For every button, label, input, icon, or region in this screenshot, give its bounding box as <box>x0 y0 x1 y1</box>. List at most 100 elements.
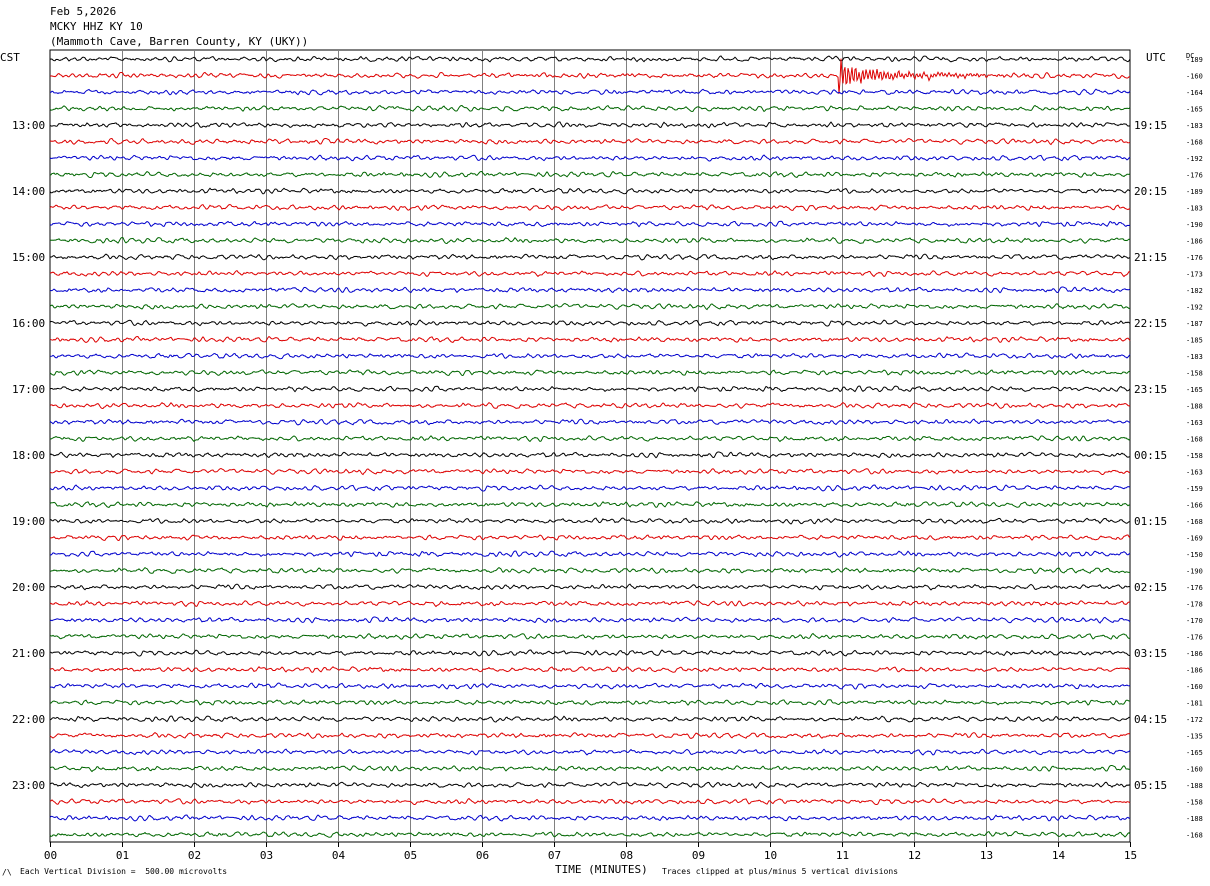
trace-43 <box>49 765 1131 773</box>
x-tick-label: 01 <box>116 849 129 862</box>
dc-offset-value: -165 <box>1186 106 1203 114</box>
trace-41 <box>49 731 1131 740</box>
trace-29 <box>49 534 1131 542</box>
station-location: (Mammoth Cave, Barren County, KY (UKY)) <box>50 35 309 48</box>
seismic-traces <box>49 55 1131 838</box>
trace-6 <box>49 154 1131 162</box>
trace-38 <box>49 682 1131 690</box>
dc-offset-value: -189 <box>1186 188 1203 196</box>
dc-offset-value: -182 <box>1186 287 1203 295</box>
right-hour-label: 00:15 <box>1134 449 1167 462</box>
dc-offset-value: -170 <box>1186 617 1203 625</box>
dc-offset-value: -168 <box>1186 832 1203 840</box>
trace-22 <box>49 418 1131 426</box>
dc-offset-value: -160 <box>1186 73 1203 81</box>
right-timezone-label: UTC <box>1146 51 1166 64</box>
trace-33 <box>49 600 1131 608</box>
dc-offset-value: -165 <box>1186 386 1203 394</box>
trace-17 <box>49 335 1131 344</box>
trace-44 <box>49 781 1131 789</box>
dc-offset-value: -192 <box>1186 304 1203 312</box>
trace-45 <box>49 797 1131 805</box>
dc-offset-value: -172 <box>1186 716 1203 724</box>
right-hour-label: 03:15 <box>1134 647 1167 660</box>
dc-offset-value: -186 <box>1186 238 1203 246</box>
dc-offset-value: -192 <box>1186 155 1203 163</box>
trace-46 <box>49 814 1131 822</box>
dc-offset-value: -186 <box>1186 650 1203 658</box>
left-hour-label: 14:00 <box>12 185 45 198</box>
dc-offset-value: -176 <box>1186 584 1203 592</box>
dc-offset-value: -158 <box>1186 452 1203 460</box>
left-hour-label: 23:00 <box>12 779 45 792</box>
x-tick-label: 09 <box>692 849 705 862</box>
right-hour-label: 23:15 <box>1134 383 1167 396</box>
trace-5 <box>49 137 1131 146</box>
right-hour-label: 04:15 <box>1134 713 1167 726</box>
trace-37 <box>49 666 1131 673</box>
dc-offset-value: -187 <box>1186 320 1203 328</box>
right-hour-label: 21:15 <box>1134 251 1167 264</box>
trace-24 <box>49 451 1130 459</box>
trace-3 <box>49 104 1131 113</box>
dc-offset-value: -176 <box>1186 172 1203 180</box>
dc-offset-value: -190 <box>1186 568 1203 576</box>
left-hour-label: 13:00 <box>12 119 45 132</box>
trace-15 <box>49 302 1131 311</box>
x-tick-label: 06 <box>476 849 489 862</box>
x-tick-label: 11 <box>836 849 849 862</box>
dc-offset-value: -186 <box>1186 667 1203 675</box>
trace-7 <box>49 170 1131 179</box>
clip-note: Traces clipped at plus/minus 5 vertical … <box>662 867 899 876</box>
x-tick-label: 07 <box>548 849 561 862</box>
trace-47 <box>49 830 1131 838</box>
trace-35 <box>49 632 1131 640</box>
left-hour-label: 15:00 <box>12 251 45 264</box>
dc-offset-value: -159 <box>1186 485 1203 493</box>
x-tick-label: 15 <box>1124 849 1137 862</box>
dc-offset-value: -176 <box>1186 634 1203 642</box>
dc-offset-value: -185 <box>1186 337 1203 345</box>
dc-offset-value: -165 <box>1186 749 1203 757</box>
dc-offset-value: -135 <box>1186 733 1203 741</box>
trace-8 <box>49 187 1131 195</box>
trace-25 <box>49 467 1131 476</box>
trace-4 <box>49 121 1131 129</box>
trace-27 <box>49 501 1131 508</box>
trace-12 <box>49 253 1131 261</box>
left-hour-label: 22:00 <box>12 713 45 726</box>
right-hour-label: 22:15 <box>1134 317 1167 330</box>
trace-42 <box>49 748 1131 756</box>
dc-offset-header: DC <box>1186 52 1194 60</box>
dc-offset-value: -183 <box>1186 205 1203 213</box>
trace-0 <box>49 55 1131 63</box>
scale-note: Each Vertical Division = 500.00 microvol… <box>20 867 228 876</box>
trace-32 <box>49 583 1131 591</box>
x-tick-label: 12 <box>908 849 921 862</box>
x-tick-label: 02 <box>188 849 201 862</box>
dc-offset-value: -183 <box>1186 353 1203 361</box>
trace-26 <box>49 484 1131 492</box>
dc-offset-value: -160 <box>1186 766 1203 774</box>
left-timezone-label: CST <box>0 51 20 64</box>
left-hour-label: 20:00 <box>12 581 45 594</box>
dc-offset-value: -183 <box>1186 122 1203 130</box>
trace-23 <box>49 435 1131 443</box>
dc-offset-value: -173 <box>1186 271 1203 279</box>
right-hour-label: 20:15 <box>1134 185 1167 198</box>
x-axis-title: TIME (MINUTES) <box>555 863 648 876</box>
dc-offset-value: -188 <box>1186 782 1203 790</box>
left-hour-label: 16:00 <box>12 317 45 330</box>
trace-28 <box>49 517 1131 525</box>
x-tick-label: 13 <box>980 849 993 862</box>
trace-20 <box>49 385 1131 393</box>
x-tick-label: 03 <box>260 849 273 862</box>
dc-offset-value: -164 <box>1186 89 1203 97</box>
dc-offset-value: -169 <box>1186 535 1203 543</box>
trace-39 <box>49 699 1131 706</box>
trace-34 <box>49 616 1131 624</box>
hour-labels: 13:00 14:00 15:00 16:00 17:00 18:00 19:00 20:00… <box>12 56 1203 840</box>
trace-2 <box>50 88 1131 96</box>
trace-40 <box>49 715 1131 723</box>
dc-offset-value: -150 <box>1186 551 1203 559</box>
